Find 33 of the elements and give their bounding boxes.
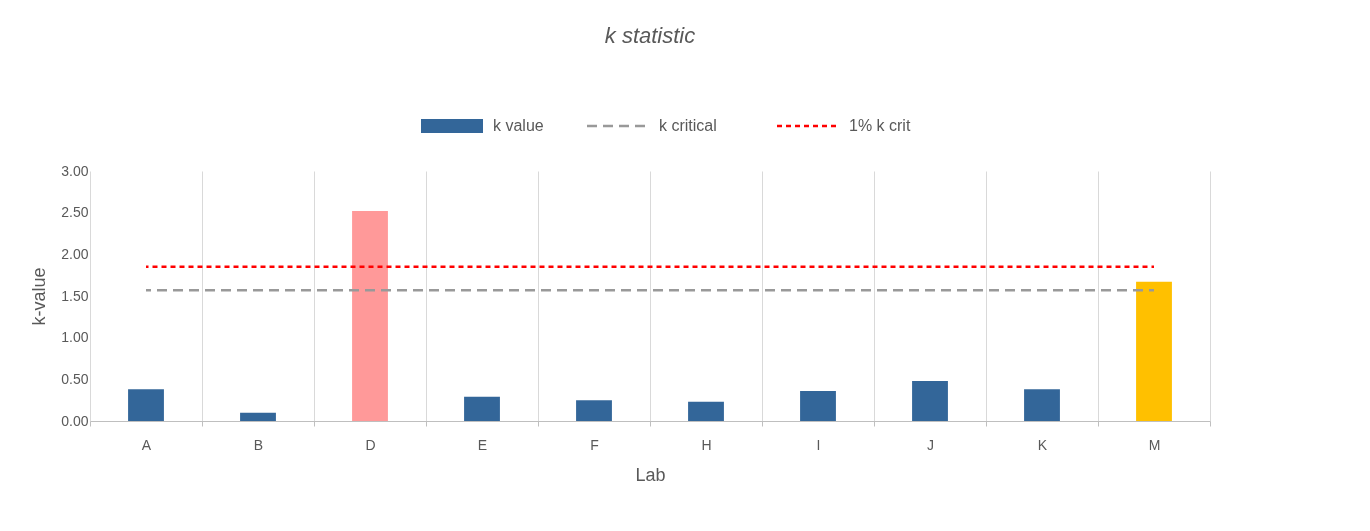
bar [1024,389,1060,421]
bar [240,412,276,421]
y-tick-label: 2.50 [61,204,89,221]
chart-title: k statistic [604,23,696,48]
legend-label: 1% k crit [849,117,911,134]
x-tick-label: H [701,436,712,453]
bar [1136,281,1172,421]
y-tick-label: 3.00 [61,162,89,179]
x-tick-label: F [590,436,599,453]
y-tick-label: 1.50 [61,287,89,304]
bar [352,211,388,421]
y-tick-label: 2.00 [61,245,89,262]
bar [128,389,164,421]
bar [800,391,836,421]
y-axis-title: k-value [29,267,50,326]
x-tick-label: E [477,436,488,453]
x-tick-label: A [141,436,152,453]
x-tick-label: I [816,436,821,453]
bar [576,400,612,421]
bar [464,396,500,421]
y-tick-label: 0.50 [61,370,89,387]
y-tick-label: 1.00 [61,329,89,346]
x-tick-label: K [1037,436,1048,453]
x-tick-label: D [365,436,376,453]
bar [688,401,724,421]
bar [912,381,948,421]
y-tick-label: 0.00 [61,412,89,429]
x-tick-label: B [253,436,264,453]
x-tick-label: M [1148,436,1161,453]
legend-label: k value [493,117,544,134]
x-tick-label: J [927,436,934,453]
x-axis-title: Lab [635,464,666,485]
legend-label: k critical [659,117,717,134]
